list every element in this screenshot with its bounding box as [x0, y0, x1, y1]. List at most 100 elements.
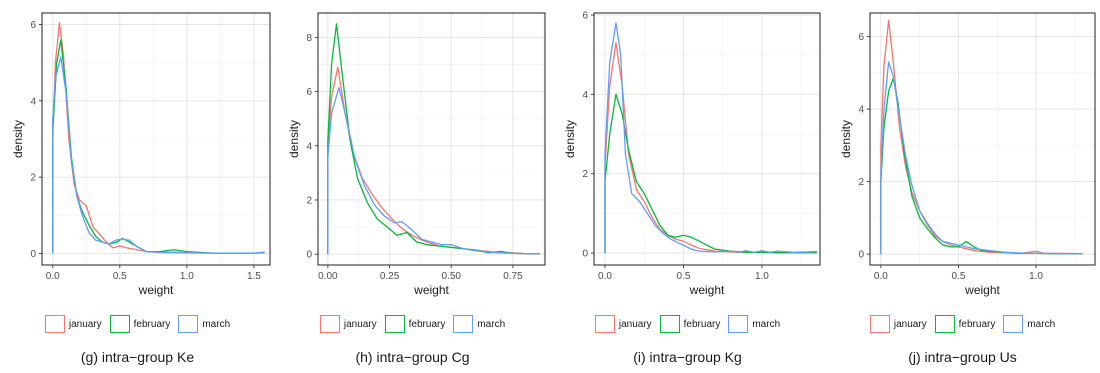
legend-key-march: [1003, 315, 1024, 333]
density-line-march: [880, 61, 1083, 255]
legend-item-march: march: [178, 315, 230, 333]
legend-item-march: march: [1003, 315, 1055, 333]
y-tick-label: 2: [858, 177, 864, 188]
legend-item-february: february: [384, 315, 446, 333]
density-plot-cg: 0 2 4 6 8 0.00 0.25 0.50 0.75 weight density: [287, 12, 546, 297]
legend-label: march: [1027, 318, 1056, 330]
panel-caption: (i) intra−group Kg: [633, 349, 742, 365]
y-axis-label: density: [839, 120, 853, 158]
x-tick-label: 0.5: [677, 271, 691, 282]
legend-key-january: [869, 315, 890, 333]
panel-border: [317, 12, 546, 266]
legend-label: march: [477, 318, 506, 330]
density-plot-us: 0 2 4 6 0.0 0.5 1.0 weight density: [839, 12, 1096, 297]
legend: january february march: [0, 312, 275, 336]
x-tick-label: 1.5: [247, 271, 261, 282]
density-line-march: [52, 56, 265, 254]
x-tick-label: 0.5: [951, 271, 965, 282]
density-plot-kg: 0 2 4 6 0.0 0.5 1.0 weight density: [563, 10, 821, 297]
x-tick-label: 0.50: [442, 271, 462, 282]
legend-key-march: [728, 315, 749, 333]
panel-border: [869, 12, 1096, 266]
y-tick-label: 8: [306, 33, 312, 44]
y-tick-label: 2: [30, 173, 36, 184]
legend-label: january: [618, 318, 652, 330]
legend-key-january: [594, 315, 615, 333]
x-axis-label: weight: [138, 283, 174, 297]
legend-label: march: [202, 318, 231, 330]
legend-item-january: january: [44, 315, 102, 333]
legend-item-march: march: [453, 315, 505, 333]
legend-key-january: [319, 315, 340, 333]
y-tick-label: 0: [858, 250, 864, 261]
y-tick-label: 2: [582, 169, 588, 180]
x-axis-label: weight: [689, 283, 725, 297]
panel-intra-group-kg: 0 2 4 6 0.0 0.5 1.0 weight density january febru…: [550, 0, 825, 373]
x-tick-label: 0.0: [874, 271, 888, 282]
panel-border: [593, 12, 821, 266]
legend-key-february: [384, 315, 405, 333]
panel-border: [41, 12, 271, 266]
legend-key-february: [109, 315, 130, 333]
y-tick-label: 4: [858, 105, 864, 116]
legend-label: february: [683, 318, 721, 330]
x-tick-label: 1.0: [755, 271, 769, 282]
y-tick-label: 6: [30, 20, 36, 31]
legend: january february march: [550, 312, 825, 336]
x-tick-label: 0.75: [503, 271, 523, 282]
legend-item-february: february: [659, 315, 721, 333]
y-tick-label: 0: [30, 249, 36, 260]
legend-key-march: [178, 315, 199, 333]
panel-intra-group-cg: 0 2 4 6 8 0.00 0.25 0.50 0.75 weight density janua…: [275, 0, 550, 373]
y-axis-label: density: [11, 120, 25, 158]
x-tick-label: 0.0: [598, 271, 612, 282]
panel-caption: (j) intra−group Us: [908, 349, 1017, 365]
density-line-january: [880, 19, 1083, 255]
plot-background: [318, 13, 545, 265]
legend-key-february: [659, 315, 680, 333]
density-plot-ke: 0 2 4 6 0.0 0.5 1.0 1.5 weight density: [11, 12, 271, 297]
y-tick-label: 6: [306, 87, 312, 98]
legend-key-january: [44, 315, 65, 333]
y-axis-label: density: [287, 120, 301, 158]
y-axis-label: density: [563, 120, 577, 158]
legend-label: january: [893, 318, 927, 330]
legend-item-february: february: [934, 315, 995, 333]
plot-background: [870, 13, 1095, 265]
legend-item-january: january: [869, 315, 927, 333]
x-tick-label: 0.5: [113, 271, 127, 282]
legend-item-february: february: [109, 315, 171, 333]
legend: january february march: [275, 312, 550, 336]
x-tick-label: 0.00: [318, 271, 338, 282]
plot-background: [594, 13, 820, 265]
legend-item-january: january: [319, 315, 377, 333]
panel-caption: (h) intra−group Cg: [355, 349, 470, 365]
panel-intra-group-us: 0 2 4 6 0.0 0.5 1.0 weight density january febru…: [825, 0, 1100, 373]
y-tick-label: 6: [858, 32, 864, 43]
x-tick-label: 0.0: [46, 271, 60, 282]
y-tick-label: 4: [582, 90, 588, 101]
legend-key-march: [453, 315, 474, 333]
panel-caption: (g) intra−group Ke: [80, 349, 195, 365]
x-tick-label: 1.0: [180, 271, 194, 282]
x-tick-label: 0.25: [380, 271, 400, 282]
x-axis-label: weight: [413, 283, 449, 297]
y-tick-label: 0: [306, 250, 312, 261]
legend-item-january: january: [594, 315, 652, 333]
y-tick-label: 4: [306, 141, 312, 152]
legend: january february march: [825, 312, 1100, 336]
y-tick-label: 2: [306, 195, 312, 206]
panel-intra-group-ke: 0 2 4 6 0.0 0.5 1.0 1.5 weight density january fe…: [0, 0, 275, 373]
density-line-march: [327, 86, 541, 255]
legend-label: february: [408, 318, 446, 330]
y-tick-label: 0: [582, 249, 588, 260]
y-tick-label: 6: [582, 10, 588, 21]
y-tick-label: 4: [30, 96, 36, 107]
density-line-march: [604, 22, 817, 254]
legend-key-february: [934, 315, 955, 333]
x-tick-label: 1.0: [1029, 271, 1043, 282]
legend-item-march: march: [728, 315, 780, 333]
legend-label: february: [133, 318, 171, 330]
legend-label: march: [752, 318, 781, 330]
